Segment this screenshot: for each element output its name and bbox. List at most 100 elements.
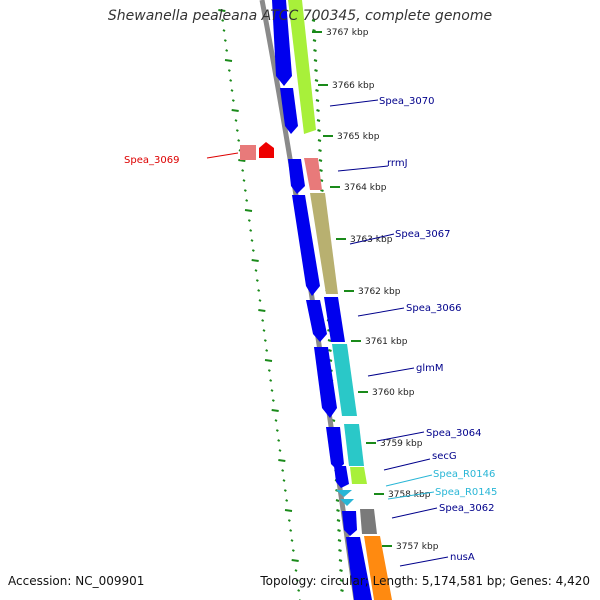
marker-dot [270,389,274,392]
gene-label[interactable]: Spea_R0145 [435,487,497,498]
gene-box [344,424,364,466]
marker-dot [314,79,319,82]
callout-line [367,367,415,377]
marker-dot [316,119,321,122]
marker-dot [339,579,344,582]
marker-dot [336,519,341,522]
marker-dot [311,19,316,22]
tick-label: 3763 kbp [350,235,393,245]
marker-dot [318,149,322,152]
marker-dot [295,579,299,582]
marker-dot [335,499,340,502]
marker-dot [336,509,340,512]
tick-label: 3760 kbp [372,388,415,398]
tick-label: 3767 kbp [326,28,369,38]
marker-dot [313,49,317,52]
callout-line [391,507,438,519]
marker-dot [258,309,266,312]
marker-dot [257,289,261,292]
marker-dot [283,489,287,492]
marker-dot [297,589,301,592]
marker-ring [218,9,302,600]
callout-line [349,233,395,245]
cds-arrow [314,347,337,418]
callout-line [376,431,425,442]
gene-label[interactable]: Spea_3062 [439,503,494,514]
marker-dot [261,319,265,322]
tick-label: 3765 kbp [337,132,380,142]
tick-label: 3764 kbp [344,183,387,193]
gene-label[interactable]: Spea_3067 [395,229,450,240]
callout-line [399,556,449,567]
marker-dot [312,39,317,42]
marker-dot [244,209,253,212]
marker-dot [339,569,343,572]
gene-label[interactable]: secG [432,451,457,462]
marker-dot [294,569,298,572]
marker-dot [262,329,266,332]
marker-dot [281,469,285,472]
marker-dot [278,459,286,462]
marker-dot [282,479,286,482]
marker-dot [287,519,291,522]
marker-dot [222,29,226,32]
marker-dot [237,139,241,142]
marker-dot [229,79,233,82]
marker-dot [285,499,289,502]
gene-label[interactable]: Spea_3069 [124,155,179,166]
gene-box [350,467,367,484]
tick-label: 3762 kbp [358,287,401,297]
marker-dot [234,119,238,122]
tick-label: 3759 kbp [380,439,423,449]
marker-dot [320,189,324,192]
callout-line [357,307,405,317]
callout-line [387,491,435,500]
marker-dot [225,49,229,52]
marker-dot [224,59,233,62]
gene-label[interactable]: nusA [450,552,475,563]
callout-line [337,165,389,172]
marker-dot [291,549,295,552]
marker-dot [269,379,273,382]
marker-dot [238,159,246,162]
marker-dot [314,69,318,72]
gene-label[interactable]: glmM [416,363,444,374]
marker-dot [221,19,225,22]
cds-arrow [259,142,274,158]
gene-label[interactable]: Spea_3066 [406,303,461,314]
gene-label[interactable]: Spea_3064 [426,428,481,439]
tick-label: 3758 kbp [388,490,431,500]
marker-dot [218,9,226,12]
cds-arrow [334,466,349,488]
tick-label: 3757 kbp [396,542,439,552]
marker-dot [250,239,254,242]
marker-dot [255,279,259,282]
rna-features [336,490,354,506]
marker-dot [337,539,342,542]
gene-box [310,193,338,294]
marker-dot [316,109,320,112]
gene-label[interactable]: Spea_3070 [379,96,434,107]
marker-dot [254,269,258,272]
marker-dot [275,429,279,432]
marker-dot [247,219,251,222]
gene-box [304,158,322,190]
gene-box [324,297,345,342]
rna-chevron [336,490,352,497]
marker-dot [258,299,262,302]
marker-dot [338,549,342,552]
marker-dot [315,99,320,102]
marker-dot [267,369,271,372]
marker-dot [291,559,299,562]
marker-dot [249,229,253,232]
marker-dot [317,139,322,142]
marker-dot [318,159,323,162]
marker-dot [289,529,293,532]
gene-label[interactable]: Spea_R0146 [433,469,495,480]
gene-label[interactable]: rrmJ [387,158,408,169]
callout-line [206,152,239,159]
marker-dot [317,129,321,132]
marker-dot [231,109,239,112]
cds-arrow [306,300,327,342]
